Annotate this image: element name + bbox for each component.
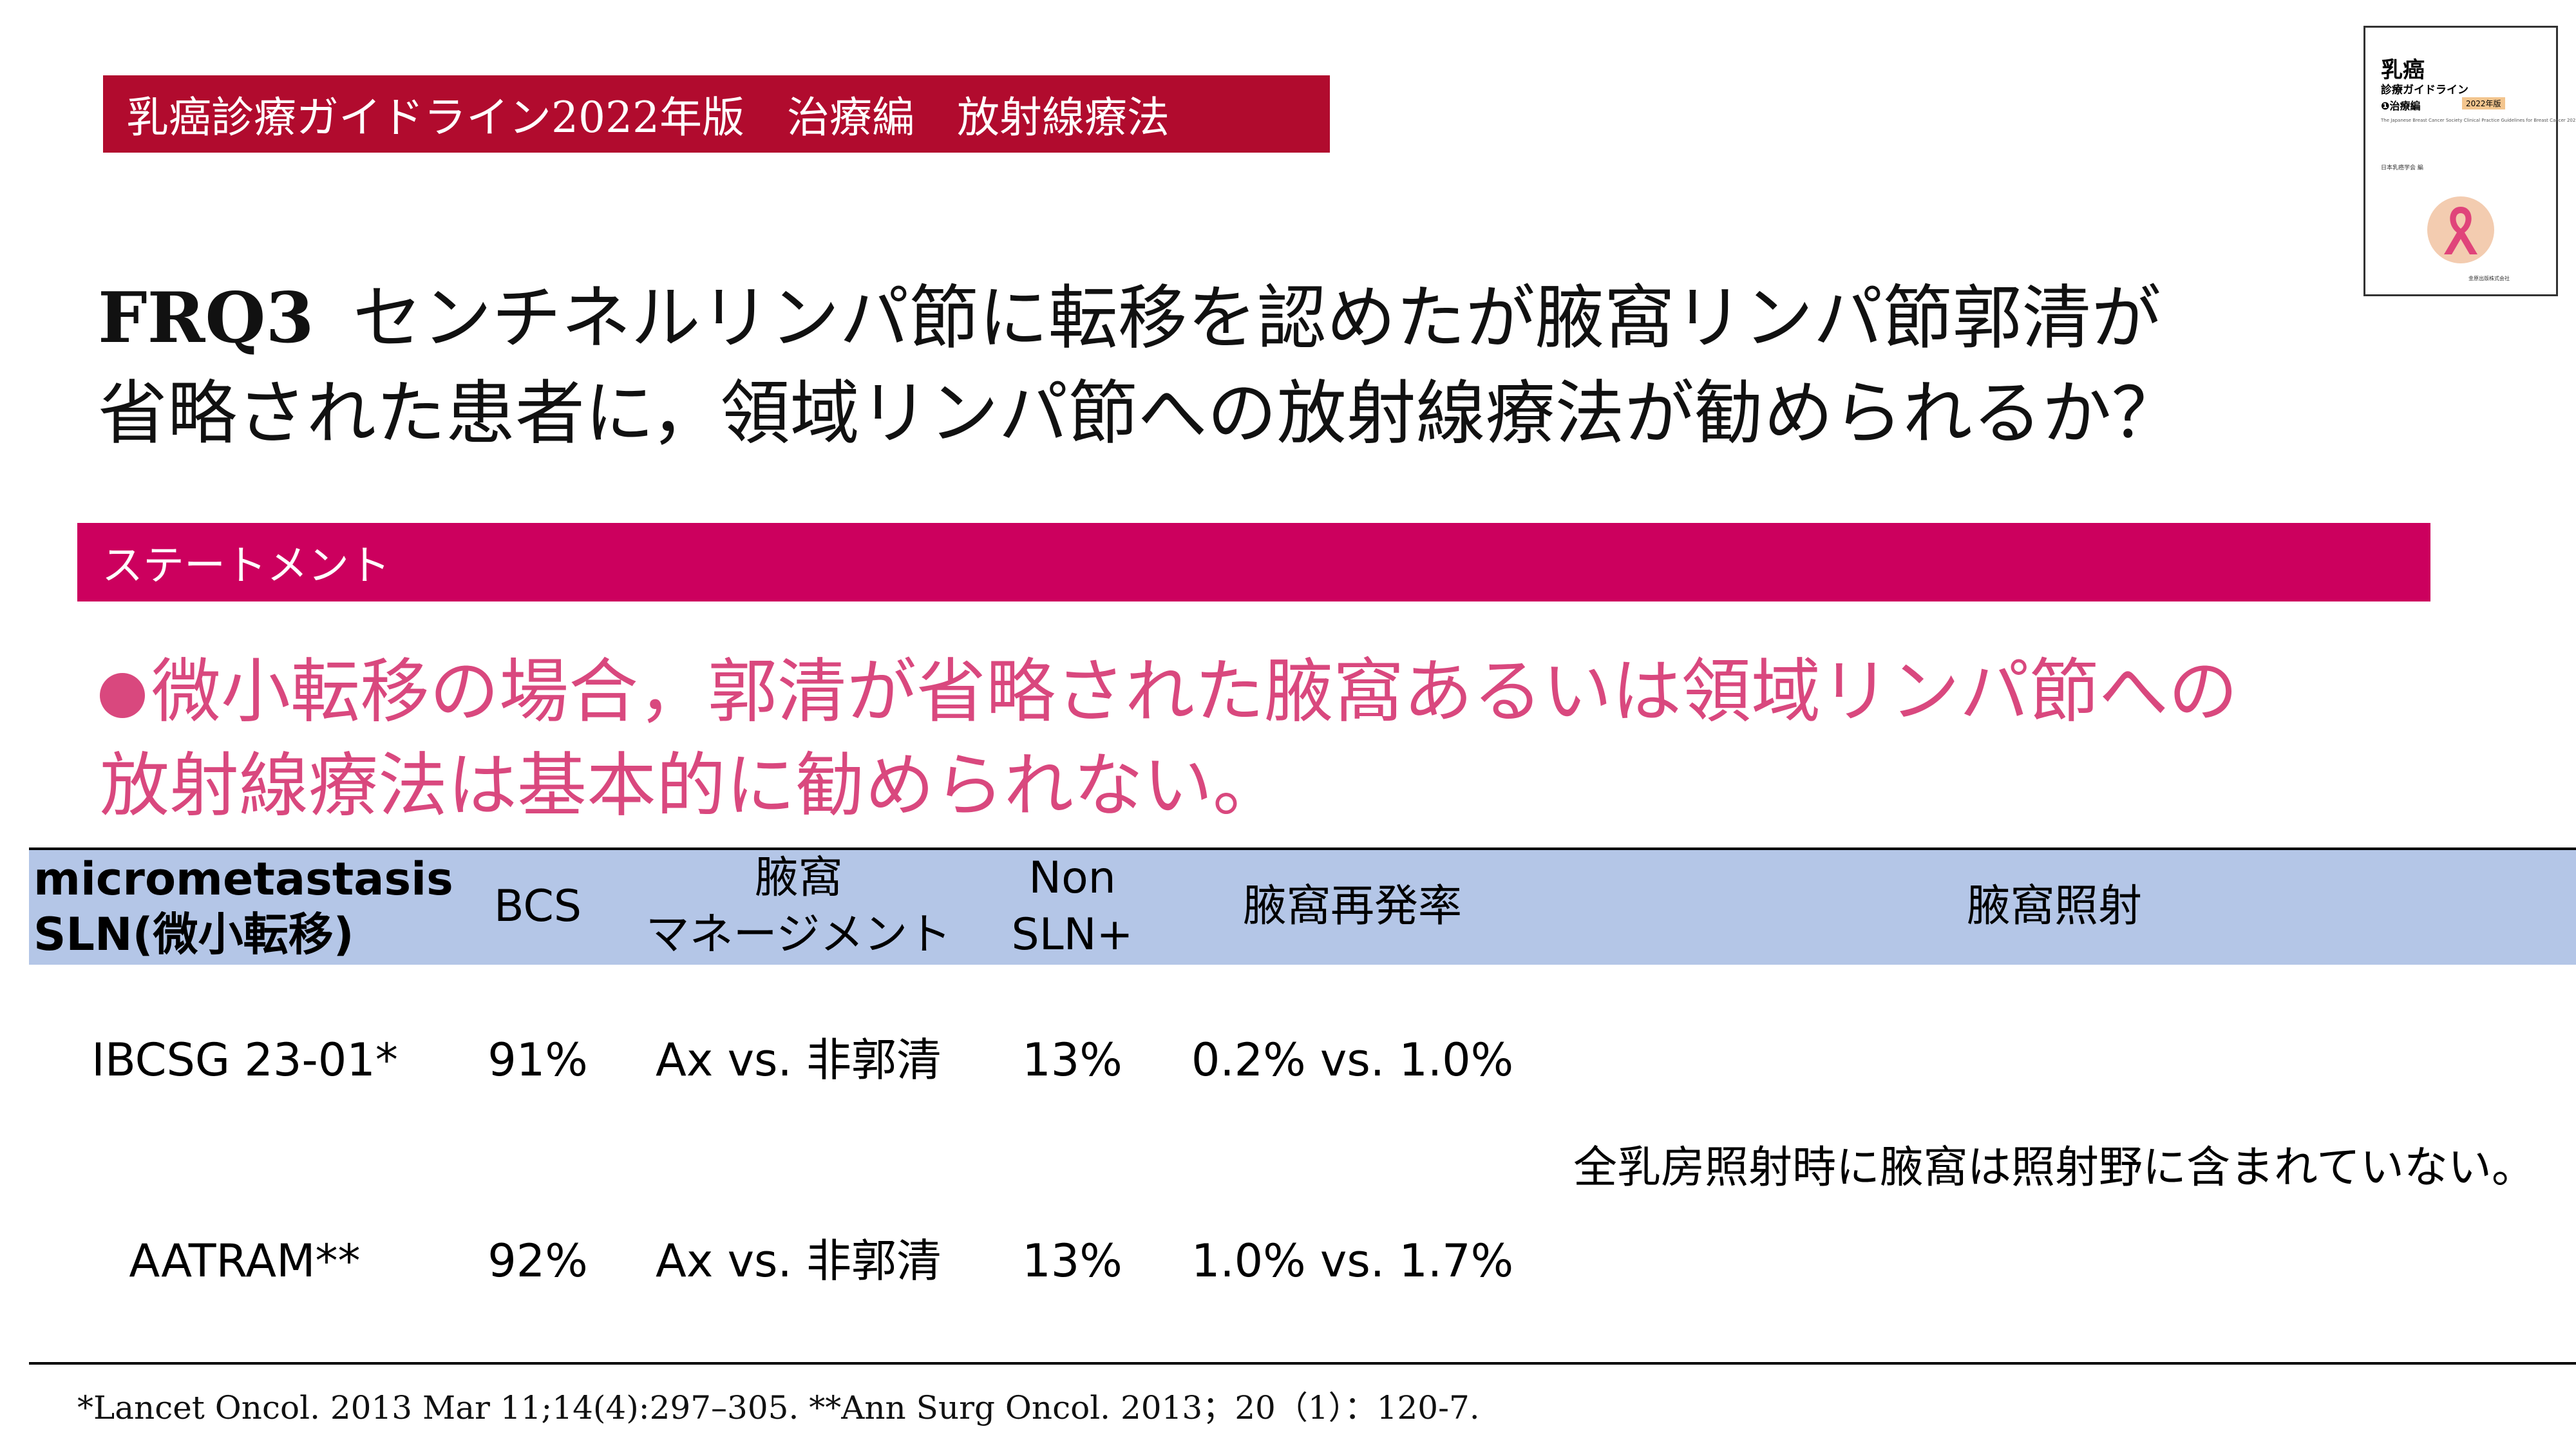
header-irradiation: 腋窩照射	[1966, 881, 2142, 932]
cover-english-title: The Japanese Breast Cancer Society Clini…	[2381, 118, 2576, 123]
table-cell-study: IBCSG 23-01*	[91, 1034, 398, 1086]
cover-edition: 2022年版	[2462, 97, 2505, 109]
header-axilla-line-2: マネージメント	[645, 909, 952, 960]
pink-ribbon-icon	[2444, 207, 2477, 254]
header-study-line-2: SLN(微小転移)	[33, 908, 354, 961]
table-cell-bcs: 91%	[488, 1034, 588, 1086]
question-line-1: FRQ3 センチネルリンパ節に転移を認めたが腋窩リンパ節郭清が	[98, 270, 2352, 366]
table-cell-axilla: Ax vs. 非郭清	[656, 1034, 942, 1086]
cover-title: 乳癌	[2381, 57, 2425, 83]
cover-publisher: 日本乳癌学会 編	[2381, 165, 2423, 171]
header-study-line-1: micrometastasis	[33, 853, 453, 905]
header-study: micrometastasis SLN(微小転移)	[33, 851, 453, 962]
table-top-rule	[29, 848, 2576, 850]
question-label: FRQ3	[98, 278, 314, 359]
table-bottom-rule	[29, 1362, 2576, 1365]
table-header-row	[29, 850, 2576, 965]
table-cell-recurrence: 1.0% vs. 1.7%	[1191, 1235, 1514, 1287]
statement-line-1: 微小転移の場合，郭清が省略された腋窩あるいは領域リンパ節への	[100, 645, 2418, 739]
table-cell-axilla: Ax vs. 非郭清	[656, 1235, 942, 1287]
table-cell-nonsln: 13%	[1022, 1034, 1122, 1086]
table-cell-bcs: 92%	[488, 1235, 588, 1287]
cover-subtitle: 診療ガイドライン	[2381, 84, 2468, 97]
header-axilla-line-1: 腋窩	[754, 853, 842, 904]
table-cell-irradiation-note: 全乳房照射時に腋窩は照射野に含まれていない。	[1573, 1142, 2535, 1193]
question-title: FRQ3 センチネルリンパ節に転移を認めたが腋窩リンパ節郭清が 省略された患者に，…	[98, 270, 2352, 462]
table-cell-study: AATRAM**	[129, 1235, 361, 1287]
bullet-icon	[100, 673, 145, 718]
header-bcs: BCS	[493, 881, 582, 932]
question-line-2: 省略された患者に，領域リンパ節への放射線療法が勧められるか？	[98, 374, 2181, 454]
question-text-1: センチネルリンパ節に転移を認めたが腋窩リンパ節郭清が	[352, 278, 2161, 359]
header-nonsln-line-1: Non	[1028, 853, 1116, 904]
header-recurrence: 腋窩再発率	[1242, 881, 1462, 932]
table-cell-nonsln: 13%	[1022, 1235, 1122, 1287]
cover-footer: 金原出版株式会社	[2468, 276, 2510, 281]
references: *Lancet Oncol. 2013 Mar 11;14(4):297–305…	[77, 1389, 1480, 1426]
statement-text-1: 微小転移の場合，郭清が省略された腋窩あるいは領域リンパ節への	[151, 652, 2239, 732]
header-nonsln-line-2: SLN+	[1011, 909, 1133, 960]
table-cell-recurrence: 0.2% vs. 1.0%	[1191, 1034, 1514, 1086]
statement-line-2: 放射線療法は基本的に勧められない。	[100, 746, 1283, 826]
book-cover-thumbnail: 乳癌 診療ガイドライン ❶治療編 2022年版 The Japanese Bre…	[2363, 26, 2576, 296]
statement-bar-label: ステートメント	[102, 542, 390, 590]
cover-volume: ❶治療編	[2381, 100, 2421, 112]
statement-text: 微小転移の場合，郭清が省略された腋窩あるいは領域リンパ節への 放射線療法は基本的…	[100, 645, 2418, 833]
header-non-sln: Non SLN+	[985, 850, 1159, 963]
header-axilla-management: 腋窩 マネージメント	[618, 850, 979, 963]
header-badge: 乳癌診療ガイドライン2022年版 治療編 放射線療法	[103, 75, 1330, 153]
statement-bar: ステートメント	[77, 523, 2430, 601]
